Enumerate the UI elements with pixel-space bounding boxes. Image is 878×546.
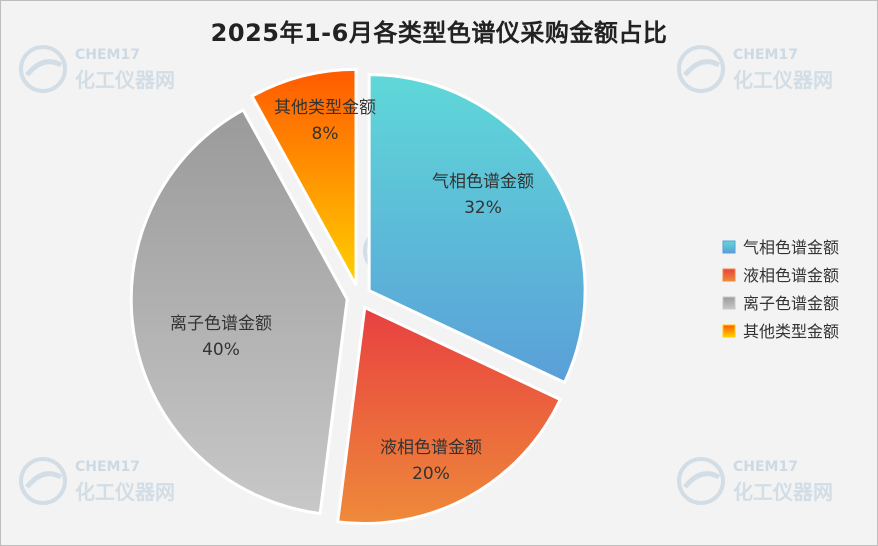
watermark: CHEM17 化工仪器网 — [677, 45, 833, 93]
legend-entry: 离子色谱金额 — [743, 294, 839, 313]
watermark: CHEM17 化工仪器网 — [677, 457, 833, 505]
slice-label-name: 其他类型金额 — [274, 98, 376, 118]
legend-swatch — [722, 324, 736, 338]
watermark-logo-icon — [677, 457, 725, 505]
slice-label-value: 32% — [464, 198, 502, 218]
watermark-swoosh-icon — [683, 59, 721, 77]
legend-swatch — [722, 268, 736, 282]
watermark: CHEM17 化工仪器网 — [19, 45, 175, 93]
legend-entry: 液相色谱金额 — [743, 266, 839, 285]
watermark-logo-icon — [677, 45, 725, 93]
watermark-swoosh-icon — [25, 471, 63, 489]
watermark-brand: CHEM17 — [75, 47, 140, 63]
slice-label-value: 40% — [202, 340, 240, 360]
watermark-name: 化工仪器网 — [733, 480, 833, 504]
legend-swatch — [722, 296, 736, 310]
watermark-name: 化工仪器网 — [733, 68, 833, 92]
watermark-name: 化工仪器网 — [75, 480, 175, 504]
slice-label-name: 气相色谱金额 — [432, 172, 534, 192]
slice-label-name: 离子色谱金额 — [170, 314, 272, 334]
slice-labels: 气相色谱金额 32% 液相色谱金额 20% 离子色谱金额 40% 其他类型金额 8% — [170, 98, 534, 484]
pie-slices — [129, 67, 587, 525]
watermark-brand: CHEM17 — [733, 459, 798, 475]
slice-4 — [249, 67, 358, 287]
legend-swatch — [722, 240, 736, 254]
chart-title: 2025年1-6月各类型色谱仪采购金额占比 — [210, 19, 668, 47]
watermark-logo-icon — [19, 457, 67, 505]
slice-3 — [129, 107, 349, 516]
legend-entry: 气相色谱金额 — [743, 238, 839, 257]
watermark-name: 化工仪器网 — [75, 68, 175, 92]
slice-label-name: 液相色谱金额 — [380, 438, 482, 458]
watermark-logo-icon — [19, 45, 67, 93]
slice-label-value: 20% — [412, 464, 450, 484]
watermark: CHEM17 化工仪器网 — [19, 457, 175, 505]
watermark-brand: CHEM17 — [733, 47, 798, 63]
legend-entry: 其他类型金额 — [743, 322, 839, 341]
slice-label-value: 8% — [312, 124, 339, 144]
slice-2 — [336, 305, 563, 525]
slice-1 — [367, 73, 587, 385]
watermark-swoosh-icon — [683, 471, 721, 489]
watermark-swoosh-icon — [25, 59, 63, 77]
watermark-brand: CHEM17 — [75, 459, 140, 475]
